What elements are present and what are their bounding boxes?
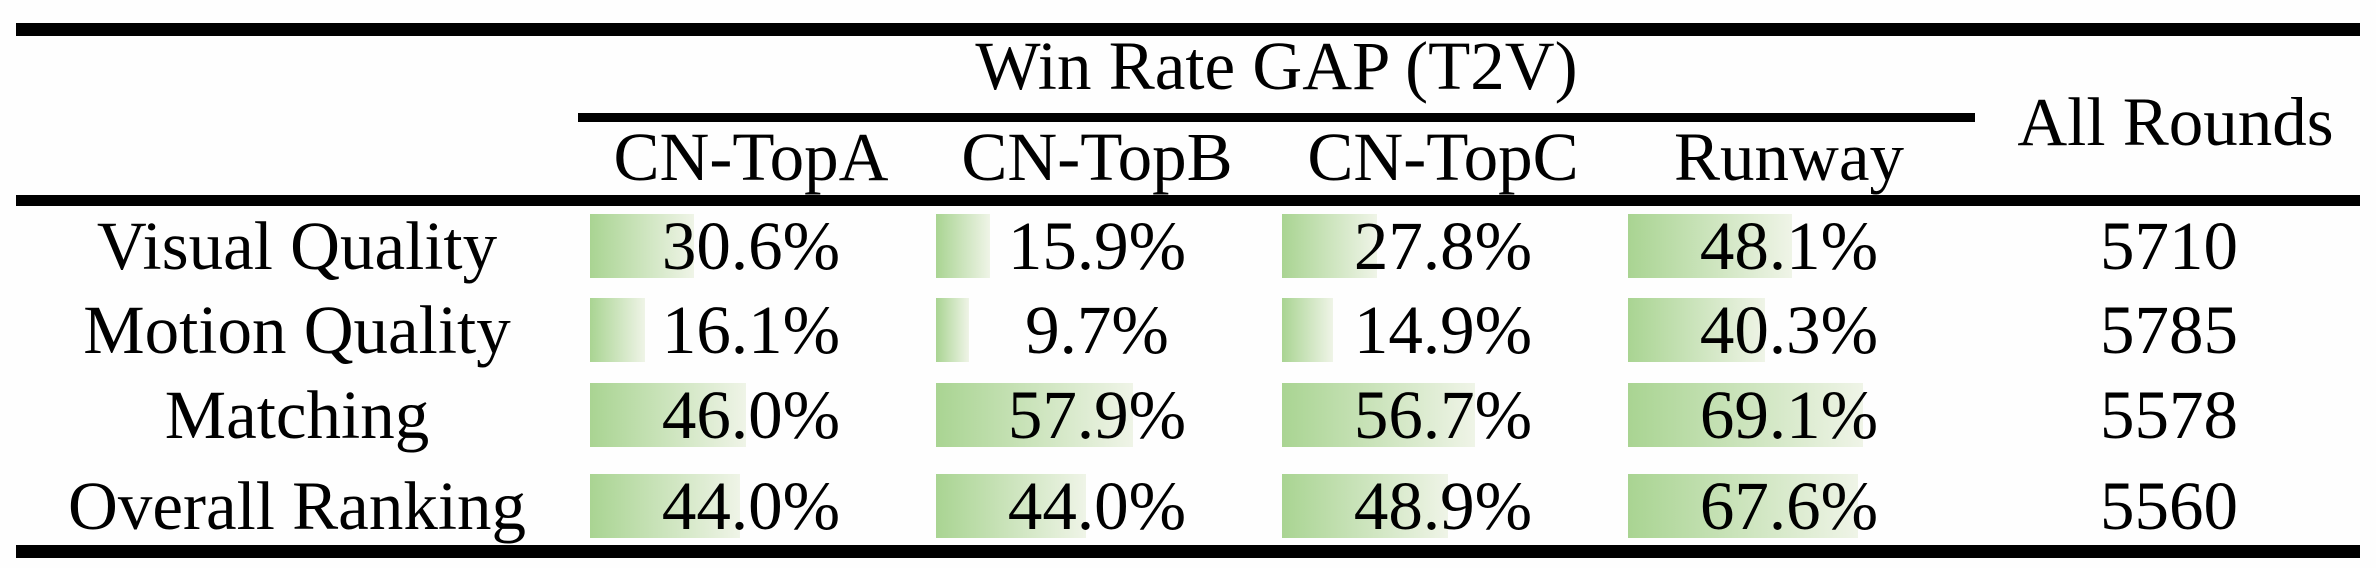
all-rounds-header: All Rounds [2017, 83, 2334, 160]
win-rate-bar [936, 298, 969, 362]
data-cell: 14.9% [1270, 291, 1616, 368]
table-row: Overall Ranking 44.0% 44.0% 48.9% 67.6% … [0, 467, 2376, 544]
win-rate-bar [590, 474, 740, 538]
data-cell: 40.3% [1616, 291, 1962, 368]
group-header-underline [578, 113, 1975, 122]
data-cell: 9.7% [924, 291, 1270, 368]
win-rate-bar [1628, 383, 1863, 447]
top-rule [16, 23, 2360, 36]
table-row: Matching 46.0% 57.9% 56.7% 69.1% 5578 [0, 376, 2376, 453]
table-row: Visual Quality 30.6% 15.9% 27.8% 48.1% 5… [0, 207, 2376, 284]
win-rate-bar [1282, 214, 1377, 278]
data-cell: 48.1% [1616, 207, 1962, 284]
win-rate-bar [1628, 298, 1766, 362]
data-cell: 44.0% [924, 467, 1270, 544]
win-rate-bar [1282, 383, 1475, 447]
win-rate-value: 46.0% [661, 376, 841, 453]
row-label: Visual Quality [96, 207, 498, 284]
win-rate-value: 40.3% [1699, 291, 1879, 368]
data-cell: 57.9% [924, 376, 1270, 453]
win-rate-value: 9.7% [1025, 291, 1169, 368]
data-cell: 56.7% [1270, 376, 1616, 453]
win-rate-value: 48.1% [1699, 207, 1879, 284]
row-label: Overall Ranking [68, 467, 526, 544]
data-cell: 67.6% [1616, 467, 1962, 544]
win-rate-bar [590, 214, 695, 278]
win-rate-value: 14.9% [1353, 291, 1533, 368]
bottom-rule [16, 545, 2360, 558]
win-rate-value: 44.0% [661, 467, 841, 544]
win-rate-bar [1628, 474, 1858, 538]
win-rate-value: 69.1% [1699, 376, 1879, 453]
win-rate-value: 67.6% [1699, 467, 1879, 544]
all-rounds-value: 5710 [2100, 207, 2238, 284]
data-cell: 69.1% [1616, 376, 1962, 453]
win-rate-value: 44.0% [1007, 467, 1187, 544]
win-rate-value: 27.8% [1353, 207, 1533, 284]
win-rate-bar [590, 383, 747, 447]
column-header-cn-topa: CN-TopA [613, 118, 889, 195]
win-rate-bar [590, 298, 645, 362]
data-cell: 44.0% [578, 467, 924, 544]
win-rate-value: 30.6% [661, 207, 841, 284]
win-rate-value: 48.9% [1353, 467, 1533, 544]
win-rate-bar [936, 474, 1086, 538]
win-rate-bar [1282, 298, 1333, 362]
header-body-rule [16, 195, 2360, 206]
table-row: Motion Quality 16.1% 9.7% 14.9% 40.3% 57… [0, 291, 2376, 368]
all-rounds-value: 5785 [2100, 291, 2238, 368]
data-cell: 30.6% [578, 207, 924, 284]
win-rate-bar [936, 214, 991, 278]
column-header-cn-topb: CN-TopB [961, 118, 1233, 195]
win-rate-value: 56.7% [1353, 376, 1533, 453]
group-header-title: Win Rate GAP (T2V) [975, 27, 1578, 104]
data-cell: 15.9% [924, 207, 1270, 284]
win-rate-value: 16.1% [661, 291, 841, 368]
win-rate-bar [936, 383, 1133, 447]
win-rate-value: 57.9% [1007, 376, 1187, 453]
win-rate-bar [1628, 214, 1792, 278]
column-header-runway: Runway [1674, 118, 1904, 195]
row-label: Matching [164, 376, 430, 453]
data-cell: 48.9% [1270, 467, 1616, 544]
column-header-cn-topc: CN-TopC [1307, 118, 1579, 195]
win-rate-bar [1282, 474, 1449, 538]
all-rounds-value: 5578 [2100, 376, 2238, 453]
data-cell: 46.0% [578, 376, 924, 453]
data-cell: 27.8% [1270, 207, 1616, 284]
win-rate-value: 15.9% [1007, 207, 1187, 284]
all-rounds-value: 5560 [2100, 467, 2238, 544]
row-label: Motion Quality [83, 291, 511, 368]
data-cell: 16.1% [578, 291, 924, 368]
